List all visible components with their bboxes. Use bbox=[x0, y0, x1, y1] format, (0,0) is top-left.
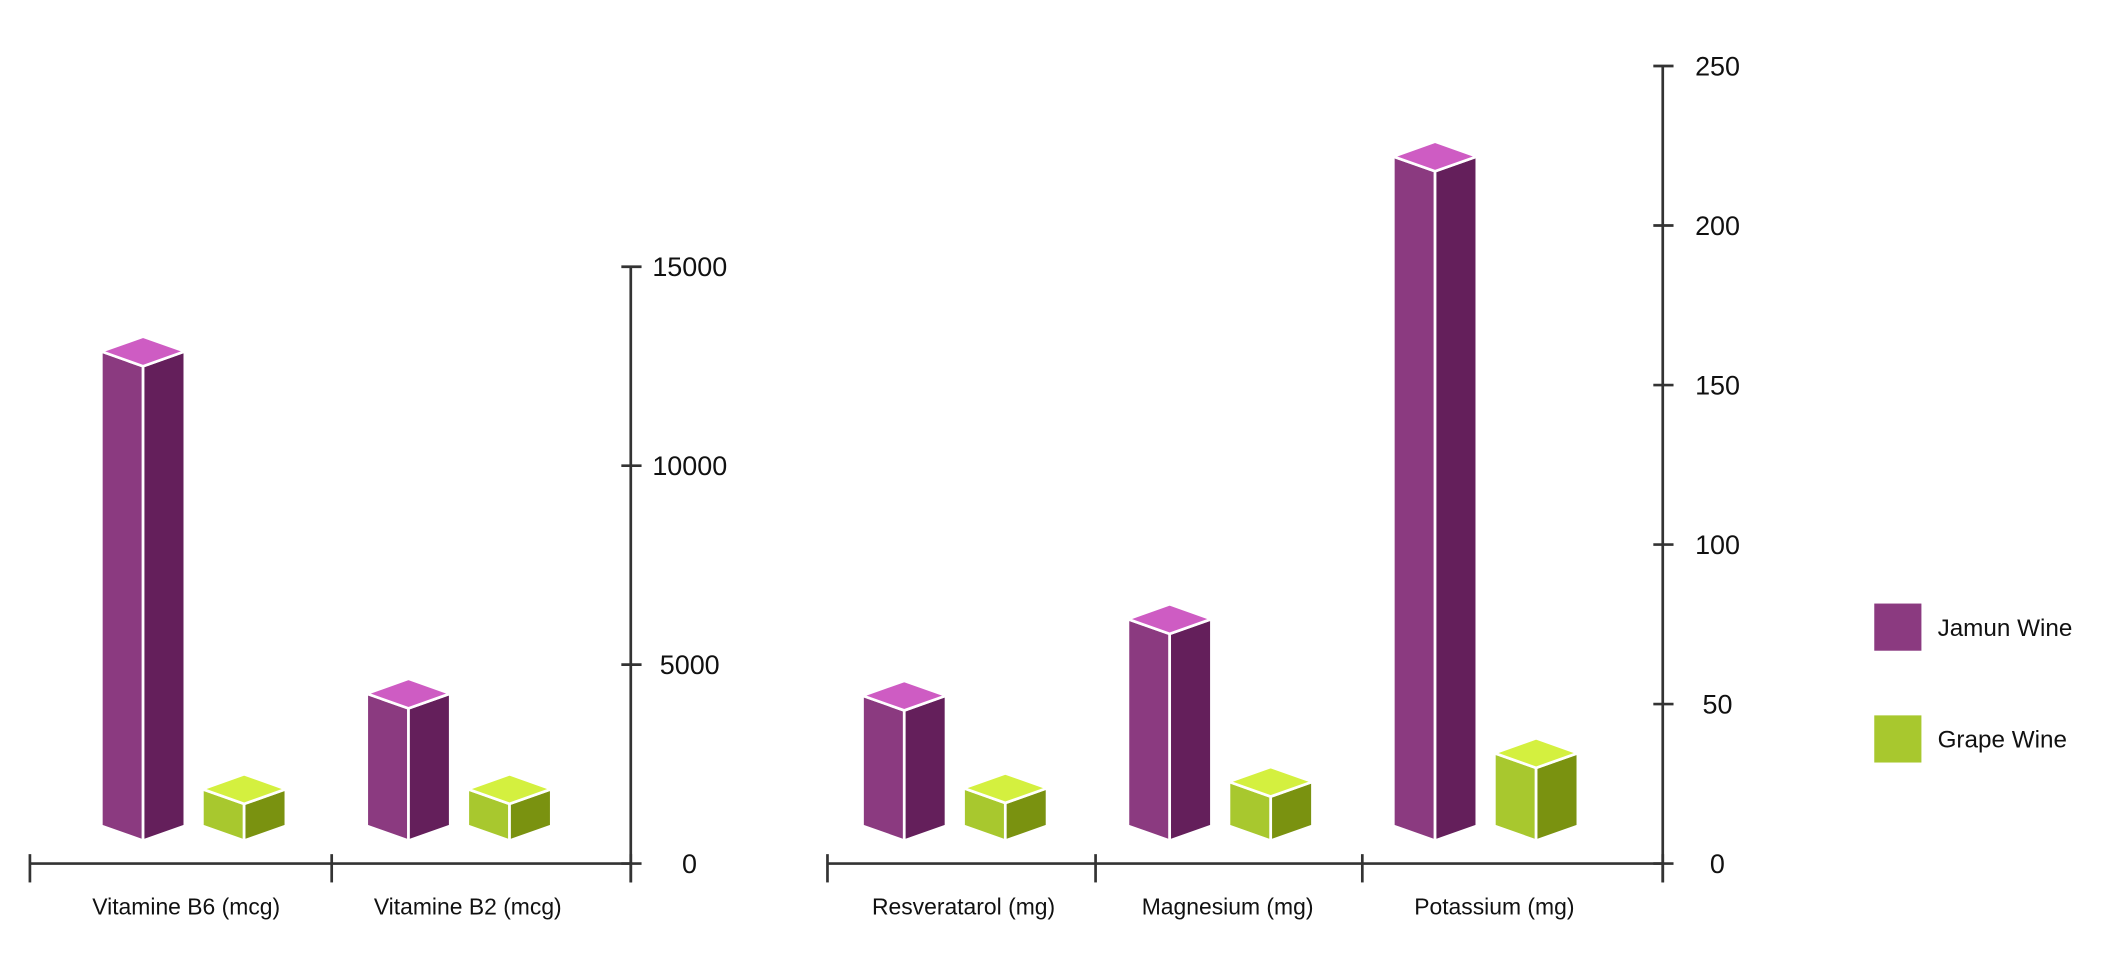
bar-right-face bbox=[902, 694, 948, 843]
y-tick-label: 15000 bbox=[652, 252, 727, 282]
bar-top-face bbox=[861, 679, 948, 712]
legend-label-jamun-wine: Jamun Wine bbox=[1938, 615, 2073, 642]
x-category-label: Resveratarol (mg) bbox=[872, 894, 1055, 920]
bar-right-face bbox=[1168, 617, 1213, 843]
chart-panel-2: 0 50 100 150 200 250 Resveratarol (mg) Magnesiu… bbox=[826, 51, 1740, 920]
bar-right-face bbox=[1433, 155, 1479, 843]
y-tick-label: 50 bbox=[1702, 689, 1732, 719]
jamun-wine-bar bbox=[1126, 602, 1213, 843]
bar-right-face bbox=[407, 692, 452, 843]
bar-right-face bbox=[141, 350, 187, 843]
y-tick-label: 150 bbox=[1695, 370, 1740, 400]
bar-left-face bbox=[99, 350, 145, 843]
bar-left-face bbox=[1391, 155, 1437, 843]
bar-top-face bbox=[365, 677, 452, 710]
bar-top-face bbox=[1227, 765, 1314, 798]
bar-top-face bbox=[1493, 736, 1580, 770]
grape-wine-bar bbox=[1493, 736, 1580, 843]
jamun-wine-bar bbox=[861, 679, 948, 843]
bar-top-face bbox=[99, 335, 187, 368]
bar-top-face bbox=[962, 771, 1049, 805]
jamun-wine-bar bbox=[365, 677, 452, 843]
x-category-label: Magnesium (mg) bbox=[1142, 894, 1314, 920]
y-tick-label: 100 bbox=[1695, 530, 1740, 560]
y-tick-label: 5000 bbox=[660, 650, 720, 680]
legend-label-grape-wine: Grape Wine bbox=[1938, 727, 2067, 754]
bar-left-face bbox=[861, 694, 906, 843]
legend-swatch-jamun-wine bbox=[1874, 603, 1922, 651]
jamun-wine-bar bbox=[1391, 140, 1479, 843]
y-tick-label: 250 bbox=[1695, 51, 1740, 81]
legend-swatch-grape-wine bbox=[1874, 715, 1922, 763]
grape-wine-bar bbox=[962, 771, 1049, 843]
bar-top-face bbox=[466, 772, 553, 806]
bar-top-face bbox=[1126, 602, 1213, 636]
grape-wine-bar bbox=[1227, 765, 1314, 843]
x-category-label: Vitamine B2 (mcg) bbox=[374, 894, 562, 920]
y-tick-label: 200 bbox=[1695, 211, 1740, 241]
y-tick-label: 0 bbox=[1710, 849, 1725, 879]
jamun-wine-bar bbox=[99, 335, 187, 843]
x-category-label: Potassium (mg) bbox=[1414, 894, 1574, 920]
legend: Jamun Wine Grape Wine bbox=[1874, 603, 2073, 763]
chart-panel-1: 0 5000 10000 15000 Vitamine B6 (mcg) Vitamine… bbox=[28, 252, 727, 920]
grape-wine-bar bbox=[201, 772, 288, 843]
y-tick-label: 10000 bbox=[652, 451, 727, 481]
y-tick-label: 0 bbox=[682, 849, 697, 879]
bar-left-face bbox=[1126, 617, 1172, 843]
bar-top-face bbox=[1391, 140, 1479, 173]
bar-top-face bbox=[201, 772, 288, 806]
x-category-label: Vitamine B6 (mcg) bbox=[92, 894, 280, 920]
grape-wine-bar bbox=[466, 772, 553, 843]
bar-left-face bbox=[365, 692, 410, 843]
